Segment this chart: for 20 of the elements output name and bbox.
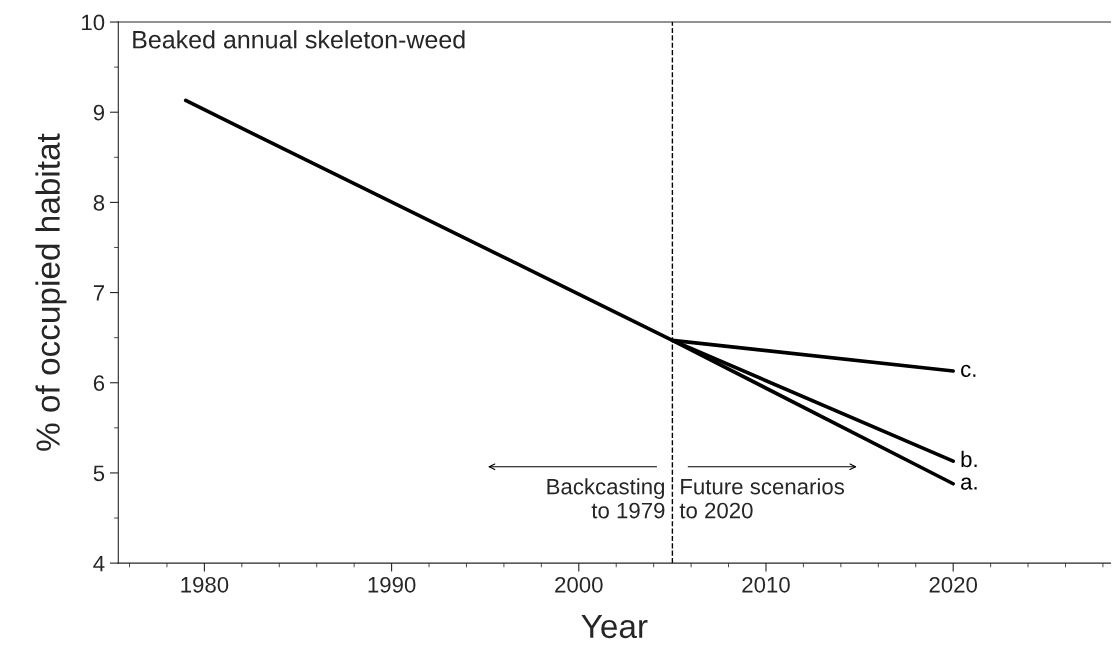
series-label: a. [961, 477, 977, 490]
x-tick-label: 1980 [181, 576, 229, 593]
series-label: b. [961, 450, 977, 468]
x-tick-label: 2010 [742, 576, 790, 593]
chart-title: Beaked annual skeleton-weed [133, 30, 465, 49]
y-tick-label: 9 [93, 104, 105, 121]
y-tick-label: 10 [82, 14, 105, 31]
x-tick-label: 2000 [555, 576, 603, 593]
x-axis-title: Year [581, 614, 648, 639]
x-tick-label: 1990 [368, 576, 416, 593]
series-label: c. [961, 364, 976, 377]
y-tick-label: 4 [93, 555, 105, 572]
annotation: Future scenarios to 2020 [679, 478, 845, 519]
y-tick-label: 7 [93, 285, 104, 301]
x-tick-label: 2020 [929, 576, 978, 593]
y-tick-label: 6 [93, 375, 105, 392]
annotation: Backcasting to 1979 [547, 478, 665, 519]
y-axis-title: % of occupied habitat [35, 133, 67, 451]
y-tick-label: 5 [93, 465, 105, 482]
y-tick-label: 8 [93, 194, 105, 211]
